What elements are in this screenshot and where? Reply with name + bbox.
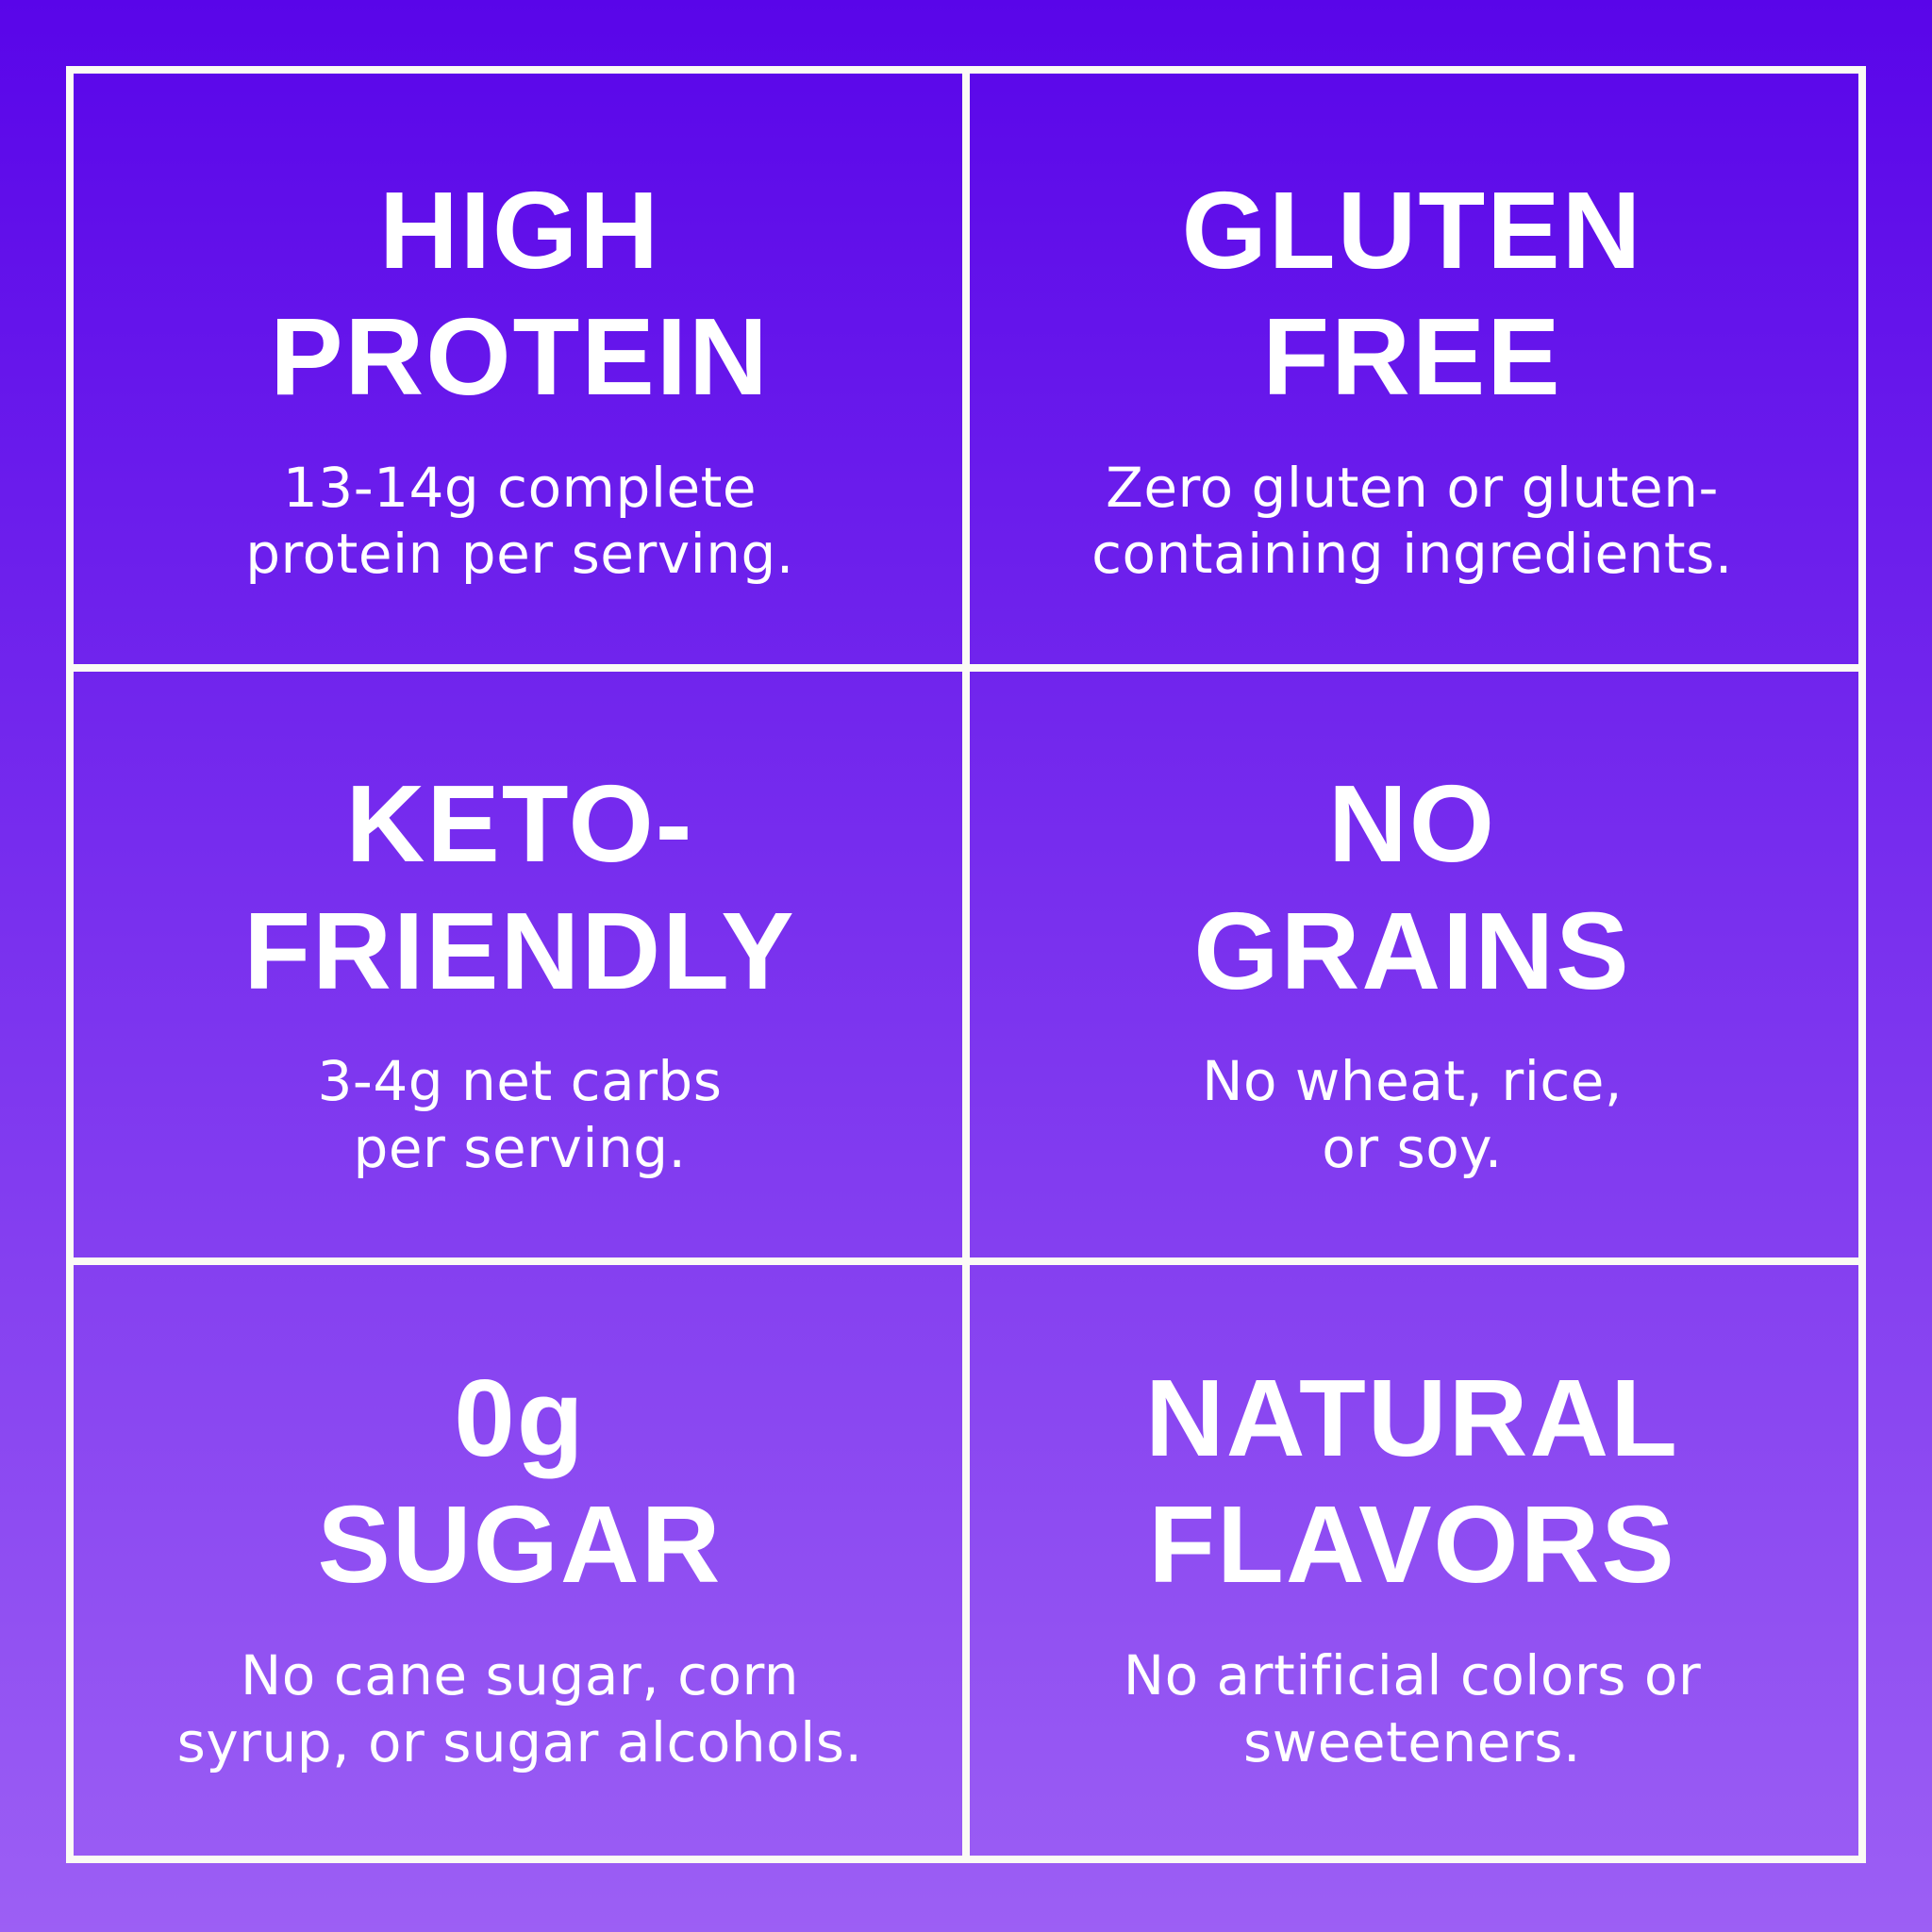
benefit-title: 0g SUGAR xyxy=(318,1355,723,1608)
grid-horizontal-divider-2 xyxy=(74,1257,1858,1266)
desc-line: sweeteners. xyxy=(1243,1709,1581,1774)
desc-line: 3-4g net carbs xyxy=(317,1049,723,1114)
benefit-description: No wheat, rice, or soy. xyxy=(1202,1048,1623,1182)
desc-line: No wheat, rice, xyxy=(1202,1049,1623,1114)
title-line: NO xyxy=(1328,762,1496,886)
title-line: GLUTEN xyxy=(1181,168,1643,291)
benefit-description: Zero gluten or gluten- containing ingred… xyxy=(1091,455,1733,589)
desc-line: No cane sugar, corn xyxy=(240,1642,800,1707)
benefits-grid: HIGH PROTEIN 13-14g complete protein per… xyxy=(66,66,1866,1863)
benefit-title: KETO- FRIENDLY xyxy=(243,760,795,1014)
benefit-description: No cane sugar, corn syrup, or sugar alco… xyxy=(177,1642,863,1776)
benefit-title: GLUTEN FREE xyxy=(1182,167,1643,421)
desc-line: Zero gluten or gluten- xyxy=(1106,455,1719,520)
title-line: FLAVORS xyxy=(1148,1483,1676,1607)
desc-line: containing ingredients. xyxy=(1091,522,1733,587)
grid-horizontal-divider-1 xyxy=(74,663,1858,672)
title-line: HIGH xyxy=(378,168,660,291)
benefit-title: HIGH PROTEIN xyxy=(270,167,770,421)
desc-line: per serving. xyxy=(353,1116,687,1181)
benefit-cell-no-grains: NO GRAINS No wheat, rice, or soy. xyxy=(966,668,1858,1262)
desc-line: 13-14g complete xyxy=(282,455,758,520)
title-line: 0g xyxy=(454,1356,586,1479)
title-line: SUGAR xyxy=(317,1483,723,1607)
benefit-description: No artificial colors or sweeteners. xyxy=(1124,1642,1702,1776)
benefit-cell-high-protein: HIGH PROTEIN 13-14g complete protein per… xyxy=(74,74,966,668)
benefit-cell-gluten-free: GLUTEN FREE Zero gluten or gluten- conta… xyxy=(966,74,1858,668)
desc-line: or soy. xyxy=(1322,1116,1503,1181)
benefit-cell-keto-friendly: KETO- FRIENDLY 3-4g net carbs per servin… xyxy=(74,668,966,1262)
title-line: GRAINS xyxy=(1193,889,1631,1012)
title-line: FRIENDLY xyxy=(243,889,796,1012)
desc-line: protein per serving. xyxy=(245,522,794,587)
title-line: NATURAL xyxy=(1145,1356,1679,1479)
desc-line: syrup, or sugar alcohols. xyxy=(176,1709,863,1774)
benefit-description: 13-14g complete protein per serving. xyxy=(245,455,794,589)
title-line: PROTEIN xyxy=(270,295,770,419)
benefit-title: NATURAL FLAVORS xyxy=(1145,1355,1679,1608)
title-line: FREE xyxy=(1262,295,1562,419)
desc-line: No artificial colors or xyxy=(1123,1642,1702,1707)
benefit-cell-zero-sugar: 0g SUGAR No cane sugar, corn syrup, or s… xyxy=(74,1261,966,1856)
benefit-cell-natural-flavors: NATURAL FLAVORS No artificial colors or … xyxy=(966,1261,1858,1856)
title-line: KETO- xyxy=(345,762,694,886)
benefit-description: 3-4g net carbs per serving. xyxy=(318,1048,723,1182)
benefit-title: NO GRAINS xyxy=(1193,760,1630,1014)
grid-vertical-divider xyxy=(962,74,970,1856)
